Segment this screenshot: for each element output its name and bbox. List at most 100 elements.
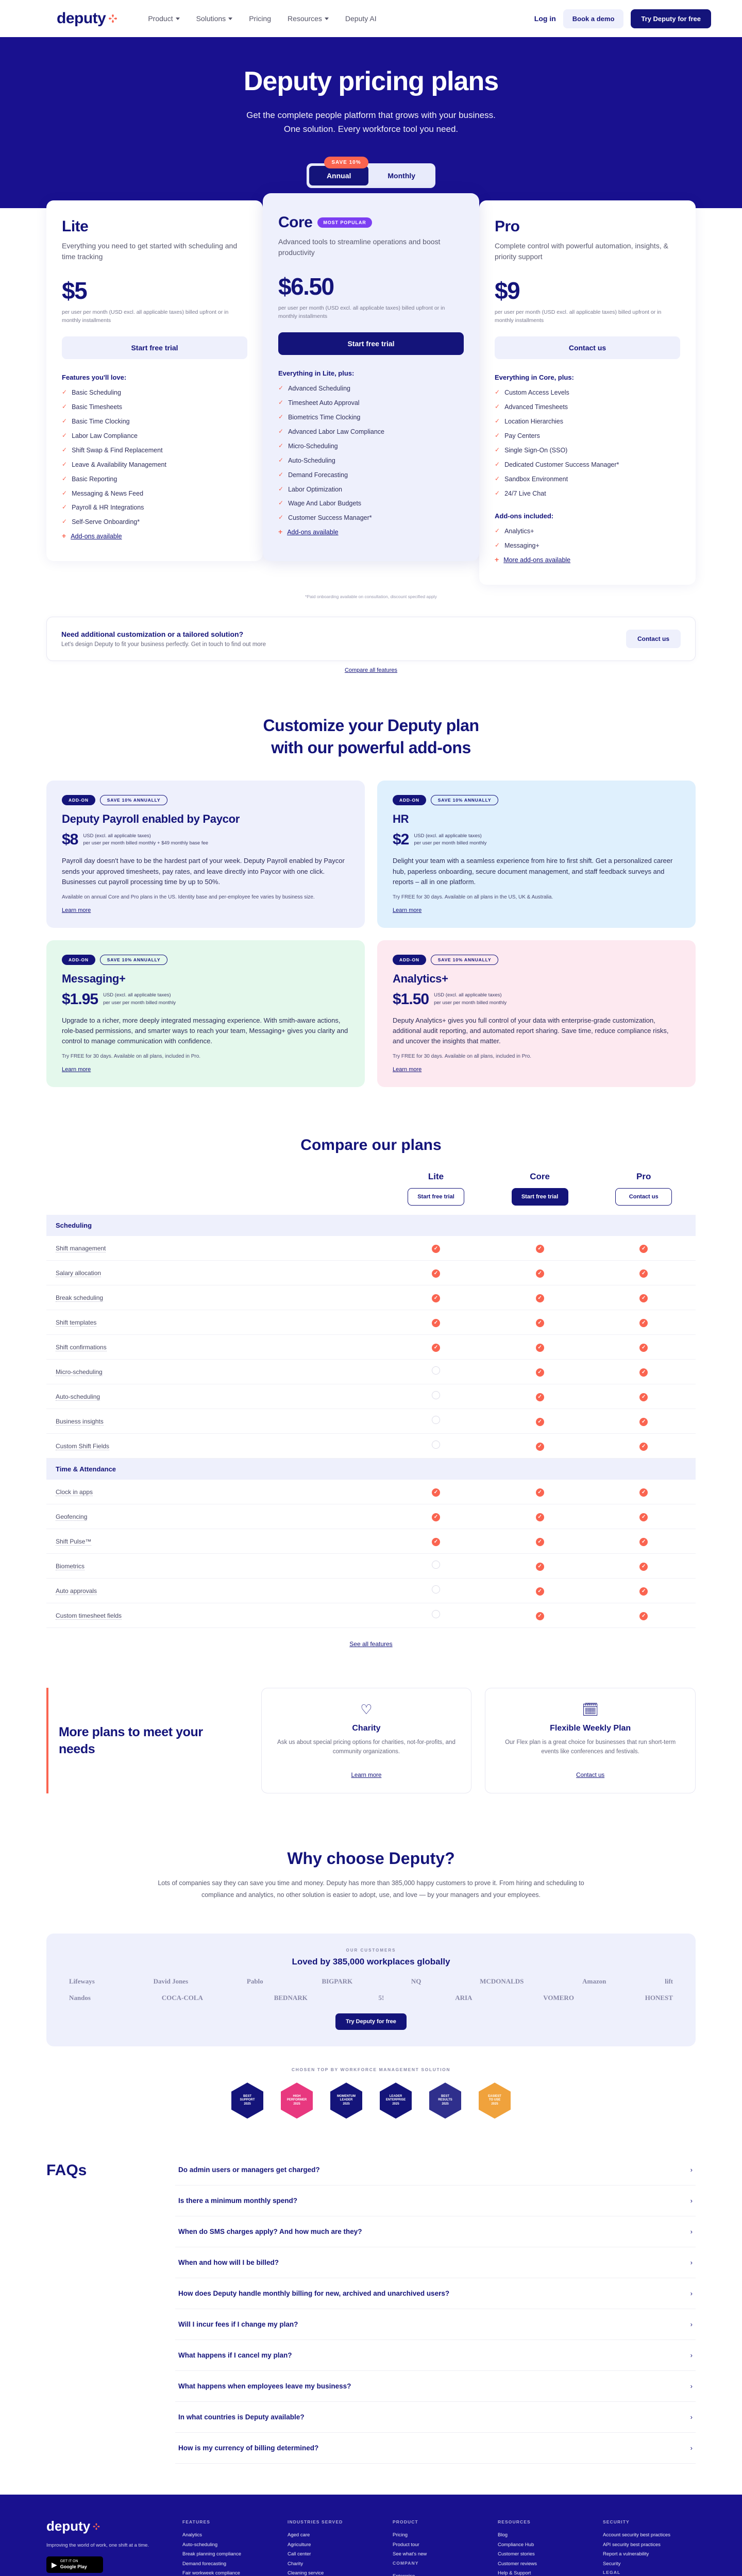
footer-link[interactable]: Product tour [393, 2541, 419, 2548]
empty-circle-icon [431, 1561, 440, 1569]
table-row: Custom timesheet fields ✓ ✓ [46, 1603, 696, 1629]
addon-learn-more-link[interactable]: Learn more [62, 907, 91, 913]
see-all-features-link[interactable]: See all features [349, 1640, 393, 1648]
card-link[interactable]: Contact us [576, 1772, 605, 1779]
footer-link[interactable]: Fair workweek compliance [182, 2570, 240, 2576]
billing-period-toggle[interactable]: Annual Monthly [306, 163, 436, 189]
footer-link[interactable]: Pricing [393, 2532, 408, 2538]
check-circle-icon: ✓ [639, 1488, 648, 1497]
nav-item-product[interactable]: Product [148, 14, 180, 23]
plan-cta-button[interactable]: Start free trial [278, 332, 464, 355]
compare-cta-lite[interactable]: Start free trial [407, 1188, 464, 1206]
addons-available-row[interactable]: + More add-ons available [495, 556, 680, 565]
compare-all-features-link[interactable]: Compare all features [344, 667, 398, 673]
chevron-down-icon[interactable]: › [690, 2166, 693, 2174]
footer-link[interactable]: Break planning compliance [182, 2551, 242, 2557]
footer-link[interactable]: Customer stories [498, 2551, 535, 2557]
footer-link[interactable]: API security best practices [603, 2541, 661, 2548]
footer-link[interactable]: Enterprise [393, 2572, 485, 2576]
footer-link[interactable]: Account security best practices [603, 2532, 670, 2538]
toggle-monthly[interactable]: Monthly [387, 172, 416, 180]
login-link[interactable]: Log in [534, 14, 556, 23]
customer-logo: ARIA [455, 1994, 473, 2002]
price-line-1: USD (excl. all applicable taxes) [414, 833, 482, 839]
footer-link[interactable]: Agriculture [288, 2541, 311, 2548]
chevron-down-icon[interactable]: › [690, 2320, 693, 2329]
addons-link[interactable]: More add-ons available [503, 556, 571, 564]
cell-core: ✓ [488, 1536, 592, 1547]
faq-item[interactable]: What happens if I cancel my plan? › [175, 2340, 696, 2371]
nav-item-resources[interactable]: Resources [288, 14, 329, 23]
google-play-button[interactable]: ▶ GET IT ON Google Play [46, 2556, 103, 2573]
addons-link[interactable]: Add-ons available [287, 529, 339, 536]
footer-logo[interactable]: deputy [46, 2518, 165, 2534]
chevron-down-icon[interactable]: › [690, 2382, 693, 2391]
chevron-down-icon[interactable]: › [690, 2259, 693, 2267]
feature-row: ✓ Messaging & News Feed [62, 489, 247, 498]
addon-learn-more-link[interactable]: Learn more [62, 1066, 91, 1073]
empty-circle-icon [431, 1585, 440, 1594]
footer-column-head: COMPANY [393, 2560, 419, 2566]
addon-price: $1.95 [62, 990, 98, 1008]
faq-item[interactable]: When and how will I be billed? › [175, 2247, 696, 2279]
footer-link[interactable]: Charity [288, 2561, 303, 2567]
footer-link[interactable]: Aged care [288, 2532, 310, 2538]
compare-cta-core[interactable]: Start free trial [511, 1188, 568, 1206]
faq-item[interactable]: How is my currency of billing determined… [175, 2433, 696, 2464]
awards-row: BEST SUPPORT 2025 HIGH PERFORMER 2025 MOMENTUM… [46, 2082, 696, 2119]
award-badge: BEST RESULTS 2025 [429, 2082, 461, 2119]
more-plan-card-flex: 🗓 Flexible Weekly Plan Our Flex plan is … [485, 1688, 696, 1794]
compare-cta-pro[interactable]: Contact us [615, 1188, 672, 1206]
faq-item[interactable]: How does Deputy handle monthly billing f… [175, 2278, 696, 2310]
chevron-down-icon[interactable]: › [690, 2197, 693, 2205]
plan-cta-button[interactable]: Contact us [495, 336, 680, 360]
customer-logos-band: OUR CUSTOMERS Loved by 385,000 workplace… [46, 1934, 696, 2047]
footer-link[interactable]: Auto-scheduling [182, 2541, 218, 2548]
nav-item-solutions[interactable]: Solutions [196, 14, 233, 23]
faq-item[interactable]: In what countries is Deputy available? › [175, 2402, 696, 2433]
store-small-text: GET IT ON [60, 2560, 78, 2564]
footer-link[interactable]: Help & Support [498, 2570, 531, 2576]
footer-link[interactable]: Demand forecasting [182, 2561, 227, 2567]
banner-contact-button[interactable]: Contact us [626, 630, 681, 648]
chevron-down-icon[interactable]: › [690, 2228, 693, 2236]
chevron-down-icon[interactable]: › [690, 2351, 693, 2360]
footer-link[interactable]: Compliance Hub [498, 2541, 534, 2548]
plan-cta-button[interactable]: Start free trial [62, 336, 247, 360]
try-free-button[interactable]: Try Deputy for free [631, 9, 711, 28]
toggle-annual[interactable]: Annual [309, 166, 369, 186]
footer-link[interactable]: Analytics [182, 2532, 203, 2538]
footer-link[interactable]: See what's new [393, 2551, 427, 2557]
faq-item[interactable]: Will I incur fees if I change my plan? › [175, 2309, 696, 2341]
check-icon: ✓ [278, 384, 284, 392]
book-demo-button[interactable]: Book a demo [563, 9, 624, 28]
deputy-logo[interactable]: deputy [57, 10, 118, 27]
card-text: Ask us about special pricing options for… [277, 1739, 456, 1755]
chevron-down-icon[interactable]: › [690, 2444, 693, 2452]
faq-item[interactable]: What happens when employees leave my bus… [175, 2371, 696, 2402]
logos-try-free-button[interactable]: Try Deputy for free [335, 2013, 407, 2030]
footer-link[interactable]: Blog [498, 2532, 508, 2538]
footer-column-head: FEATURES [182, 2519, 210, 2525]
footer-link[interactable]: Security [603, 2561, 621, 2567]
addon-learn-more-link[interactable]: Learn more [393, 1066, 422, 1073]
table-row: Auto-scheduling ✓ ✓ [46, 1384, 696, 1410]
nav-item-deputy-ai[interactable]: Deputy AI [345, 14, 377, 23]
compare-plans-section: Compare our plans Lite Start free trial … [0, 1108, 742, 1658]
addons-available-row[interactable]: + Add-ons available [278, 528, 464, 537]
footer-link[interactable]: Report a vulnerability [603, 2551, 649, 2557]
faq-item[interactable]: Do admin users or managers get charged? › [175, 2155, 696, 2186]
footer-link[interactable]: Customer reviews [498, 2561, 537, 2567]
footer-link[interactable]: Call center [288, 2551, 311, 2557]
chevron-down-icon[interactable]: › [690, 2413, 693, 2421]
addon-learn-more-link[interactable]: Learn more [393, 907, 422, 913]
footer-link[interactable]: Cleaning service [288, 2570, 324, 2576]
card-link[interactable]: Learn more [351, 1772, 382, 1779]
addons-available-row[interactable]: + Add-ons available [62, 532, 247, 541]
footer-column-head: INDUSTRIES SERVED [288, 2519, 343, 2525]
faq-item[interactable]: When do SMS charges apply? And how much … [175, 2216, 696, 2248]
faq-item[interactable]: Is there a minimum monthly spend? › [175, 2185, 696, 2217]
nav-item-pricing[interactable]: Pricing [249, 14, 271, 23]
addons-link[interactable]: Add-ons available [71, 533, 122, 540]
chevron-down-icon[interactable]: › [690, 2290, 693, 2298]
